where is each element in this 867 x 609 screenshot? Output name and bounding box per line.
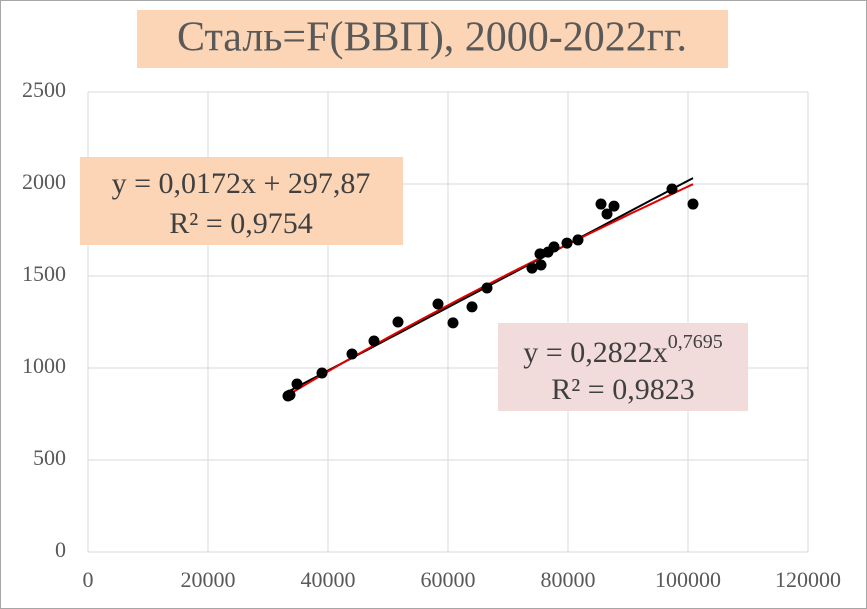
point — [548, 241, 560, 253]
point — [526, 262, 538, 274]
equation-base: y = 0,2822x — [523, 336, 667, 369]
x-tick-label: 60000 — [421, 567, 476, 592]
point — [481, 282, 493, 294]
y-tick-label: 500 — [33, 445, 66, 470]
point — [595, 198, 607, 210]
equation: y = 0,2822x0,7695 — [523, 331, 722, 369]
point — [346, 348, 358, 360]
point — [466, 301, 478, 313]
r-squared: R² = 0,9754 — [169, 207, 312, 240]
point — [608, 200, 620, 212]
point — [447, 317, 459, 329]
point — [291, 378, 303, 390]
x-tick-label: 80000 — [541, 567, 596, 592]
y-tick-label: 1500 — [22, 261, 66, 286]
equation: y = 0,0172x + 297,87 — [112, 167, 371, 200]
x-tick-label: 100000 — [655, 567, 721, 592]
y-tick-label: 2000 — [22, 169, 66, 194]
point — [284, 389, 296, 401]
point — [572, 234, 584, 246]
y-tick-label: 2500 — [22, 77, 66, 102]
x-tick-label: 40000 — [301, 567, 356, 592]
point — [316, 367, 328, 379]
r-squared: R² = 0,9823 — [551, 373, 694, 406]
point — [535, 259, 547, 271]
point — [392, 316, 404, 328]
point — [561, 237, 573, 249]
point — [432, 298, 444, 310]
equation-box — [498, 323, 748, 411]
point — [368, 335, 380, 347]
x-tick-label: 0 — [83, 567, 94, 592]
chart-title: Сталь=F(ВВП), 2000-2022гг. — [177, 15, 687, 61]
x-tick-label: 120000 — [775, 567, 841, 592]
y-tick-label: 0 — [55, 537, 66, 562]
equation-box — [80, 157, 403, 245]
equation-exponent: 0,7695 — [668, 331, 723, 353]
y-tick-label: 1000 — [22, 353, 66, 378]
point — [687, 198, 699, 210]
point — [666, 183, 678, 195]
point — [601, 208, 613, 220]
title-box — [137, 10, 728, 68]
x-tick-label: 20000 — [181, 567, 236, 592]
